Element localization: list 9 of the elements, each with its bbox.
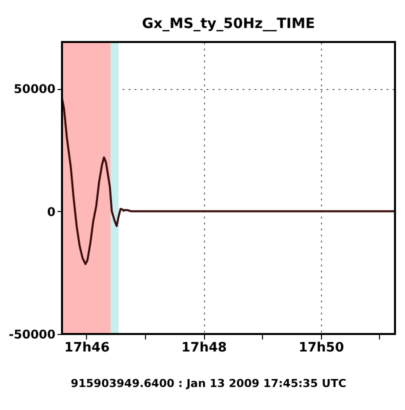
y-tick-label: 0 xyxy=(47,204,56,219)
chart-title: Gx_MS_ty_50Hz__TIME xyxy=(142,16,315,32)
line-series xyxy=(62,97,395,266)
y-tick-label: -50000 xyxy=(8,328,56,342)
x-tick-label: 17h46 xyxy=(64,340,110,356)
x-tick-label: 17h50 xyxy=(298,340,344,356)
y-tick-label: 50000 xyxy=(14,82,56,96)
text: 915903949.6400 : Jan 13 2009 17:45:35 UTC xyxy=(70,377,346,390)
x-tick-label: 17h48 xyxy=(181,340,227,356)
